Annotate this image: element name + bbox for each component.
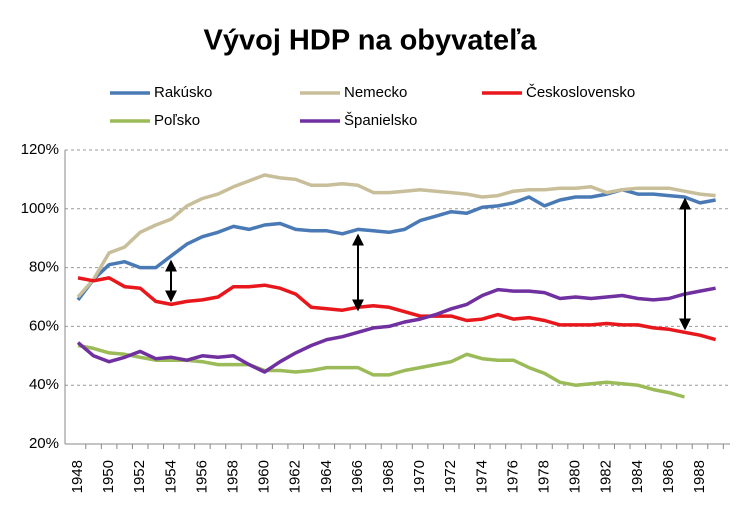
x-tick-label: 1950 — [100, 460, 117, 493]
series-line — [77, 343, 685, 399]
y-tick-label: 80% — [29, 259, 59, 276]
series-line — [76, 187, 716, 301]
x-tick-label: 1966 — [349, 460, 366, 493]
x-tick-label: 1952 — [131, 460, 148, 493]
series-line — [77, 276, 717, 342]
x-tick-label: 1958 — [224, 460, 241, 493]
x-tick-label: 1970 — [411, 460, 428, 493]
x-tick-label: 1968 — [380, 460, 397, 493]
x-tick-label: 1980 — [567, 460, 584, 493]
series-line — [76, 286, 716, 374]
x-tick-label: 1948 — [69, 460, 86, 493]
x-tick-label: 1974 — [473, 460, 490, 493]
annotation-arrows — [165, 197, 691, 331]
legend-label: Španielsko — [344, 112, 417, 129]
x-tick-label: 1956 — [193, 460, 210, 493]
legend-label: Rakúsko — [154, 84, 212, 101]
series-line — [76, 173, 716, 299]
x-tick-label: 1982 — [598, 460, 615, 493]
chart-title: Vývoj HDP na obyvateľa — [204, 25, 538, 57]
x-tick-label: 1976 — [504, 460, 521, 493]
x-tick-label: 1954 — [162, 460, 179, 493]
x-tick-label: 1978 — [535, 460, 552, 493]
y-tick-label: 100% — [21, 200, 59, 217]
x-tick-label: 1960 — [256, 460, 273, 493]
x-tick-label: 1964 — [318, 460, 335, 493]
legend-label: Československo — [526, 84, 635, 101]
x-tick-label: 1986 — [660, 460, 677, 493]
x-tick-label: 1962 — [287, 460, 304, 493]
x-tick-label: 1984 — [629, 460, 646, 493]
legend-label: Nemecko — [344, 84, 407, 101]
y-tick-label: 60% — [29, 317, 59, 334]
legend-label: Poľsko — [154, 112, 200, 129]
y-tick-label: 120% — [21, 141, 59, 158]
x-tick-label: 1988 — [691, 460, 708, 493]
y-tick-label: 20% — [29, 435, 59, 452]
x-tick-label: 1972 — [442, 460, 459, 493]
y-tick-label: 40% — [29, 376, 59, 393]
